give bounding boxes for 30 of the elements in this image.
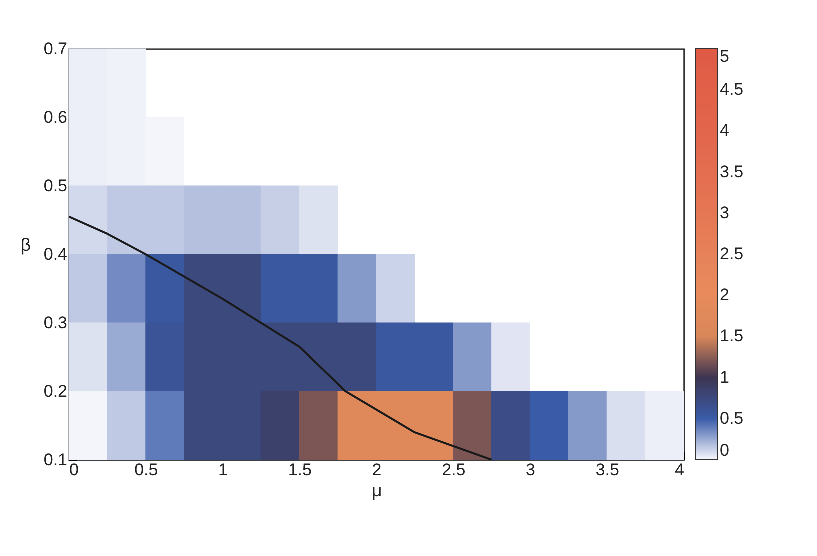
x-tick-label: 0 <box>70 460 79 480</box>
x-tick-label: 4 <box>675 460 684 480</box>
x-tick-label: 3.5 <box>596 460 620 480</box>
color-bar-label: 5 <box>720 47 730 66</box>
y-tick-label: 0.5 <box>44 176 68 196</box>
x-tick-label: 1.5 <box>288 460 312 480</box>
color-bar-label: 2 <box>720 286 730 305</box>
color-bar-label: 3.5 <box>720 162 744 182</box>
color-bar-label: 1.5 <box>720 326 744 346</box>
y-axis-title: β <box>20 235 32 255</box>
x-tick-label: 0.5 <box>134 460 158 480</box>
x-axis-title: μ <box>372 480 382 500</box>
y-tick-label: 0.4 <box>44 245 68 264</box>
color-bar-label: 3 <box>720 203 730 222</box>
x-tick-label: 2.5 <box>442 460 466 480</box>
color-bar-label: 2.5 <box>720 244 744 264</box>
color-bar-label: 0.5 <box>720 408 744 428</box>
y-tick-label: 0.2 <box>44 382 68 401</box>
line-series <box>69 216 493 460</box>
x-tick-label: 2 <box>372 460 382 480</box>
y-tick-label: 0.3 <box>44 314 68 332</box>
color-bar-label: 1 <box>720 368 730 387</box>
y-tick-label: 0.7 <box>44 40 68 58</box>
y-tick-label: 0.6 <box>44 108 68 127</box>
color-bar-label: 0 <box>720 441 730 460</box>
color-bar-label: 4.5 <box>720 80 744 100</box>
color-bar-label: 4 <box>720 121 730 140</box>
x-tick-label: 1 <box>218 460 228 480</box>
y-tick-label: 0.1 <box>44 450 68 470</box>
x-tick-label: 3 <box>526 460 536 480</box>
